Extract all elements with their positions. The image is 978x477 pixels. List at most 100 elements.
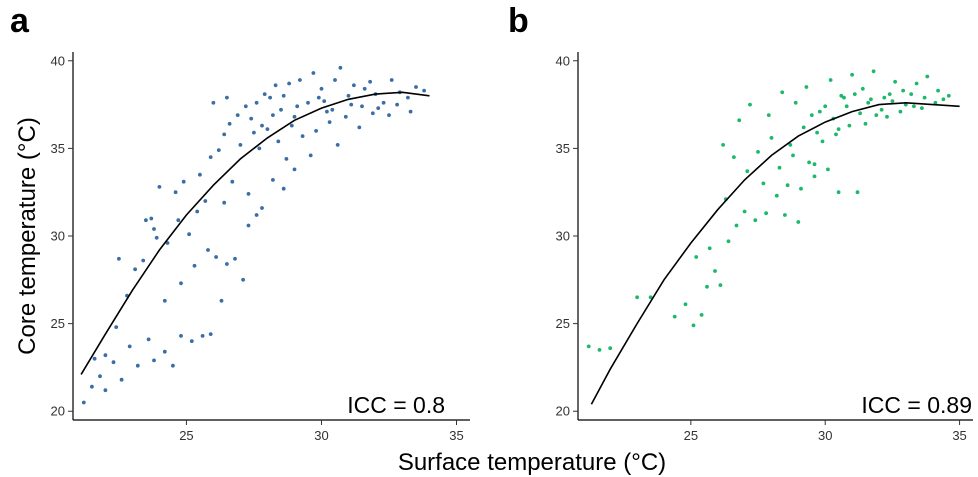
panel-a-point-104 xyxy=(322,99,327,103)
panel-a-point-0 xyxy=(81,400,86,405)
panel-a-point-84 xyxy=(314,129,318,133)
panel-b-point-85 xyxy=(874,113,879,117)
panel-b-point-12 xyxy=(694,255,699,259)
panel-b-point-58 xyxy=(912,104,916,109)
panel-a-point-31 xyxy=(179,281,183,286)
panel-b-point-62 xyxy=(791,153,795,158)
panel-a-point-63 xyxy=(319,86,324,91)
panel-b-icc-annotation: ICC = 0.89 xyxy=(861,392,972,418)
panel-a-point-45 xyxy=(198,172,202,177)
panel-a-point-88 xyxy=(370,111,375,116)
panel-b-point-38 xyxy=(871,69,876,74)
panel-a-point-61 xyxy=(306,100,310,105)
panel-a-x-ticks: 25 30 35 xyxy=(179,420,464,443)
panel-b-point-36 xyxy=(850,72,854,77)
panel-a-point-56 xyxy=(273,83,278,88)
panel-b-point-10 xyxy=(713,269,717,273)
panel-a-point-64 xyxy=(325,109,329,114)
panel-a-point-40 xyxy=(246,223,251,228)
panel-b-point-7 xyxy=(691,323,696,328)
panel-a-point-32 xyxy=(187,232,192,237)
panel-b-point-15 xyxy=(734,223,739,228)
panel-a-point-75 xyxy=(406,95,410,100)
panel-b-point-80 xyxy=(887,92,892,96)
panel-a-fit-curve xyxy=(80,91,430,375)
panel-a-point-46 xyxy=(208,155,213,160)
panel-a-point-60 xyxy=(298,78,302,82)
panel-b-point-27 xyxy=(737,118,742,123)
panel-b-point-69 xyxy=(761,181,766,186)
panel-b-point-87 xyxy=(812,174,817,179)
panel-b-point-39 xyxy=(882,95,887,100)
panel-a-point-3 xyxy=(103,388,108,393)
panel-a-point-42 xyxy=(271,178,275,182)
panel-a-point-1 xyxy=(90,384,94,389)
panel-b-point-66 xyxy=(847,123,852,128)
panel-b-point-37 xyxy=(860,86,865,91)
panel-b-point-2 xyxy=(608,346,613,351)
panel-a-point-13 xyxy=(162,349,167,354)
panel-a-point-98 xyxy=(254,213,259,217)
panel-b-point-56 xyxy=(890,99,895,103)
panel-b-y-tick-label-35: 35 xyxy=(556,141,570,156)
panel-b: b 20 25 30 35 40 25 30 35 ICC = 0.89 xyxy=(508,2,973,443)
panel-a-y-tick-label-30: 30 xyxy=(51,229,65,244)
panel-b-point-42 xyxy=(914,81,919,86)
panel-b-point-17 xyxy=(753,218,758,223)
panel-a-point-65 xyxy=(333,78,337,82)
panel-b-point-3 xyxy=(635,295,639,300)
x-axis-title: Surface temperature (°C) xyxy=(398,449,666,476)
panel-b-point-53 xyxy=(858,111,862,116)
panel-a-point-73 xyxy=(389,78,394,82)
panel-b-point-70 xyxy=(783,213,787,217)
panel-b-point-59 xyxy=(922,95,927,100)
panel-a-y-tick-label-35: 35 xyxy=(51,141,65,156)
panel-a-point-49 xyxy=(227,121,232,126)
panel-b-point-54 xyxy=(869,97,873,102)
panel-b-point-4 xyxy=(648,295,653,300)
panel-b-point-64 xyxy=(820,139,825,144)
panel-a-point-97 xyxy=(246,192,251,196)
panel-a-point-58 xyxy=(287,81,291,86)
panel-a-point-76 xyxy=(414,85,418,89)
panel-a-point-83 xyxy=(300,134,305,139)
panel-a-y-tick-label-25: 25 xyxy=(51,316,65,331)
panel-b-point-33 xyxy=(817,109,822,114)
panel-a-point-48 xyxy=(222,132,227,137)
panel-a-y-tick-label-20: 20 xyxy=(51,404,65,419)
panel-a-point-62 xyxy=(311,71,316,75)
panel-a-point-34 xyxy=(206,248,210,252)
panel-b-point-60 xyxy=(933,100,938,105)
panel-a-point-70 xyxy=(368,79,372,84)
panel-a-point-44 xyxy=(292,167,297,172)
panel-a-point-4 xyxy=(111,360,116,365)
panel-b-point-83 xyxy=(920,106,924,110)
panel-a-point-29 xyxy=(165,241,170,245)
panel-b-point-25 xyxy=(855,190,860,195)
panel-b-point-5 xyxy=(672,314,677,319)
panel-a-point-8 xyxy=(114,325,119,329)
panel-b-point-34 xyxy=(828,78,833,82)
panel-b-point-0 xyxy=(586,344,591,349)
panel-a-point-54 xyxy=(262,92,267,96)
panel-b-point-63 xyxy=(807,160,811,165)
panel-b-point-78 xyxy=(852,92,857,96)
panel-b-point-46 xyxy=(756,150,760,154)
panel-a-point-79 xyxy=(252,130,256,135)
panel-b-point-20 xyxy=(785,183,790,188)
panel-b-point-13 xyxy=(707,246,712,251)
panel-a-point-110 xyxy=(408,109,413,114)
panel-a-point-81 xyxy=(276,139,281,144)
panel-a-point-25 xyxy=(157,185,162,189)
panel-a-point-43 xyxy=(281,186,286,191)
panel-b-point-67 xyxy=(863,121,868,126)
panel-a-point-112 xyxy=(295,104,300,109)
panel-b-point-52 xyxy=(844,104,849,109)
panel-b-point-81 xyxy=(898,109,903,114)
panel-a-point-109 xyxy=(395,102,399,107)
panel-a-point-47 xyxy=(216,148,221,153)
panel-a-point-37 xyxy=(219,298,224,303)
panel-a-point-57 xyxy=(279,107,283,112)
panel-a-point-67 xyxy=(346,93,351,98)
panel-a-point-90 xyxy=(211,100,216,105)
